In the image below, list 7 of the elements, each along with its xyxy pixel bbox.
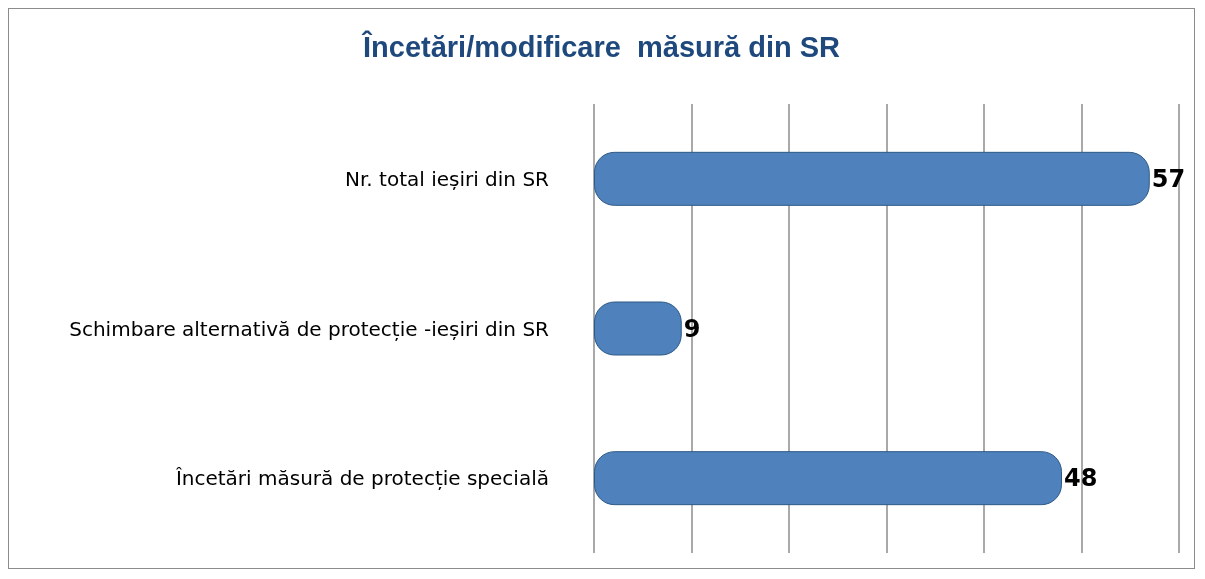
- data-label: 57: [1151, 164, 1186, 193]
- data-label: 48: [1064, 464, 1098, 493]
- y-tick-label: Încetări măsură de protecție specială: [174, 466, 549, 491]
- data-label: 9: [683, 314, 701, 343]
- y-tick-label: Nr. total ieșiri din SR: [344, 166, 550, 191]
- y-tick-label: Schimbare alternativă de protecție -ieșiri din SR: [69, 316, 550, 341]
- chart-title: Încetări/modificare măsură din SR: [360, 29, 841, 63]
